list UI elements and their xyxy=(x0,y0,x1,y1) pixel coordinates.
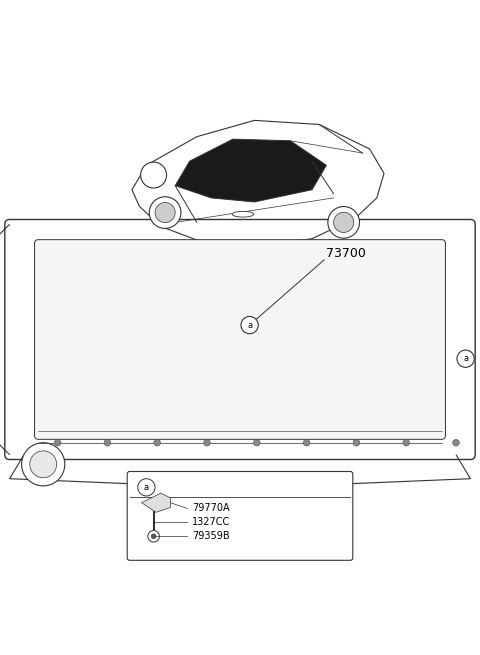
Circle shape xyxy=(148,531,159,542)
Circle shape xyxy=(141,162,167,188)
Circle shape xyxy=(403,440,409,446)
Text: 79770A: 79770A xyxy=(192,504,229,514)
Circle shape xyxy=(457,350,474,367)
Circle shape xyxy=(138,479,155,496)
Circle shape xyxy=(241,316,258,334)
Circle shape xyxy=(154,440,161,446)
Circle shape xyxy=(334,212,354,233)
Circle shape xyxy=(353,440,360,446)
Circle shape xyxy=(54,440,61,446)
Circle shape xyxy=(149,196,181,229)
FancyBboxPatch shape xyxy=(35,240,445,440)
Text: 1327CC: 1327CC xyxy=(192,517,230,527)
Circle shape xyxy=(22,443,65,486)
Text: a: a xyxy=(463,354,468,364)
Circle shape xyxy=(453,440,459,446)
Circle shape xyxy=(155,202,175,223)
Circle shape xyxy=(151,534,156,538)
Ellipse shape xyxy=(232,212,253,217)
Circle shape xyxy=(303,440,310,446)
FancyBboxPatch shape xyxy=(127,472,353,560)
Text: 73700: 73700 xyxy=(326,246,366,259)
Polygon shape xyxy=(142,493,170,512)
Circle shape xyxy=(104,440,111,446)
Circle shape xyxy=(204,440,210,446)
Polygon shape xyxy=(175,139,326,202)
Circle shape xyxy=(30,451,57,477)
Text: a: a xyxy=(144,483,149,492)
Text: a: a xyxy=(247,320,252,329)
Circle shape xyxy=(253,440,260,446)
Text: 79359B: 79359B xyxy=(192,531,229,541)
Circle shape xyxy=(328,206,360,238)
